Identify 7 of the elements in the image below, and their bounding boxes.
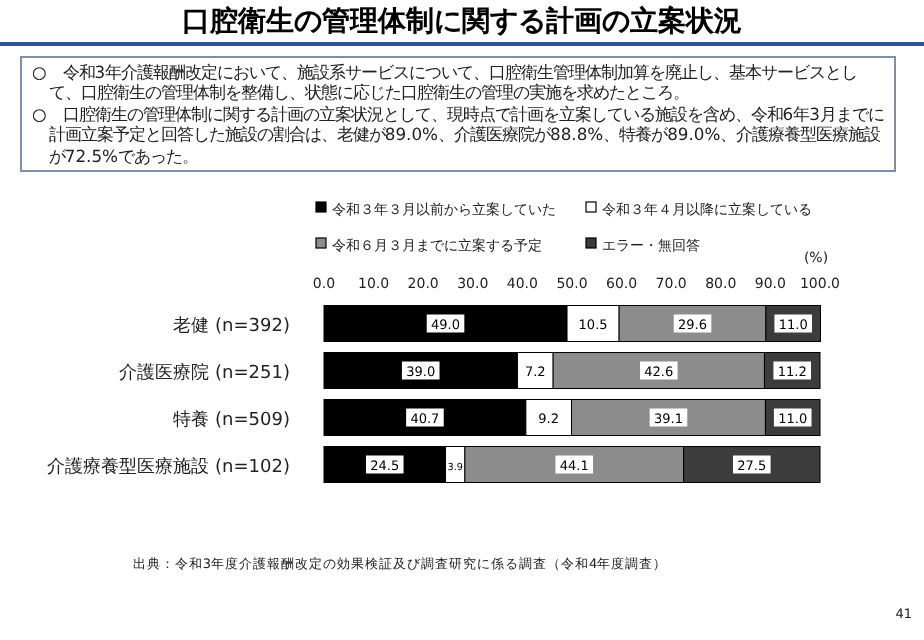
y-tick-label: 老健 (n=392)	[173, 314, 290, 337]
y-tick-label: 介護療養型医療施設 (n=102)	[47, 455, 290, 478]
y-tick-label: 介護医療院 (n=251)	[119, 361, 290, 384]
chart-title: 口腔衛生の管理体制に関する計画の立案状況	[180, 4, 744, 40]
y-tick-label: 特養 (n=509)	[173, 408, 290, 431]
text: ○ 口腔衛生の管理体制に関する計画の立案状況として、現時点で計画を立案している施設を含め、令和6年3月までに計画立案予定と回答した施設の割合は、老健が89.0%、介護医療院が88.8%、特養が89.0%、介護療養型医療施設が72.5%であった。	[32, 103, 884, 167]
text: ○ 令和3年介護報酬改定において、施設系サービスについて、口腔衛生管理体制加算を廃止し、基本サービスとして、口腔衛生の管理体制を整備し、状態に応じた口腔衛生の管理の実施を求めたところ。	[32, 62, 860, 104]
